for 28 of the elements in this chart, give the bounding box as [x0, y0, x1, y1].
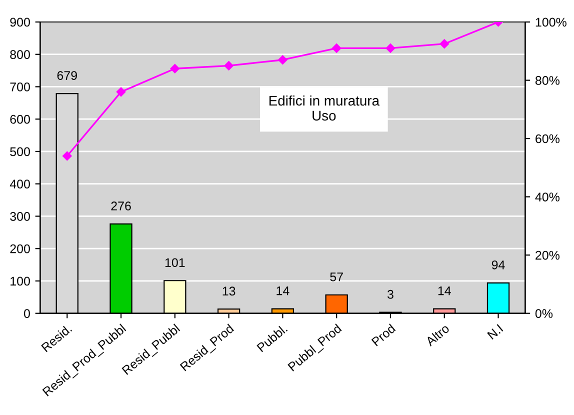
x-tick-label: N.I	[487, 324, 504, 340]
y-tick-label: 200	[10, 244, 30, 254]
y2-tick-label: 20%	[536, 250, 560, 260]
y2-tick-label: 40%	[535, 192, 560, 202]
x-tick-label: Altro	[424, 323, 450, 347]
y-tick-label: 500	[10, 147, 30, 156]
data-label: 14	[438, 286, 451, 296]
data-label: 94	[492, 260, 505, 270]
y2-tick-label: 0%	[535, 309, 553, 318]
text: Edifici in muratura Uso	[269, 95, 380, 121]
data-label: 3	[387, 290, 394, 299]
y-tick-label: 300	[10, 212, 30, 221]
y-tick-label: 900	[10, 18, 30, 27]
y-tick-label: 800	[10, 50, 30, 60]
data-label: 13	[222, 286, 236, 296]
data-label: 57	[330, 272, 343, 282]
y-tick-label: 100	[10, 276, 30, 286]
y2-tick-label: 80%	[535, 76, 560, 85]
data-label: 101	[165, 258, 185, 268]
data-label: 14	[276, 286, 290, 296]
y-tick-label: 0	[24, 309, 30, 318]
y-tick-label: 400	[10, 180, 30, 188]
y-tick-label: 700	[10, 82, 30, 92]
y-tick-label: 600	[10, 114, 30, 124]
data-label: 679	[57, 71, 77, 80]
data-label: 276	[111, 202, 131, 210]
y2-tick-label: 100%	[536, 18, 566, 27]
y2-tick-label: 60%	[536, 134, 560, 144]
